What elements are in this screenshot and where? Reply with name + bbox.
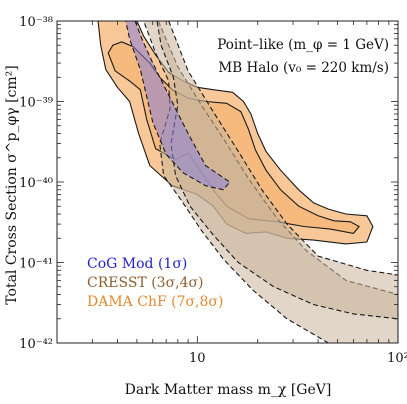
- annotation-mb-halo: MB Halo (v₀ = 220 km/s): [218, 60, 389, 76]
- legend-entry-cog: CoG Mod (1σ): [87, 256, 187, 272]
- x-tick-label: 10: [189, 351, 206, 366]
- legend-entry-dama: DAMA ChF (7σ,8σ): [87, 294, 223, 310]
- legend-entry-cresst: CRESST (3σ,4σ): [87, 275, 204, 291]
- y-tick-label: 10⁻³⁹: [19, 96, 53, 111]
- annotation-point-like: Point–like (m_φ = 1 GeV): [217, 37, 389, 53]
- y-tick-label: 10⁻³⁸: [19, 15, 53, 30]
- legend: CoG Mod (1σ) CRESST (3σ,4σ) DAMA ChF (7σ…: [87, 256, 223, 310]
- contour-cog-1sigma: [125, 21, 231, 191]
- y-axis-label: Total Cross Section σ^p_φγ [cm²]: [4, 65, 20, 304]
- y-tick-label: 10⁻⁴¹: [19, 257, 53, 272]
- x-axis-label: Dark Matter mass m_χ [GeV]: [125, 382, 332, 398]
- tick-labels: 10⁻³⁸ 10⁻³⁹ 10⁻⁴⁰ 10⁻⁴¹ 10⁻⁴² 10 10²: [19, 15, 407, 366]
- x-tick-label: 10²: [387, 351, 407, 366]
- axis-ticks: [56, 20, 399, 344]
- y-tick-label: 10⁻⁴²: [19, 337, 53, 352]
- y-tick-label: 10⁻⁴⁰: [19, 176, 53, 191]
- contour-layer: [97, 21, 398, 343]
